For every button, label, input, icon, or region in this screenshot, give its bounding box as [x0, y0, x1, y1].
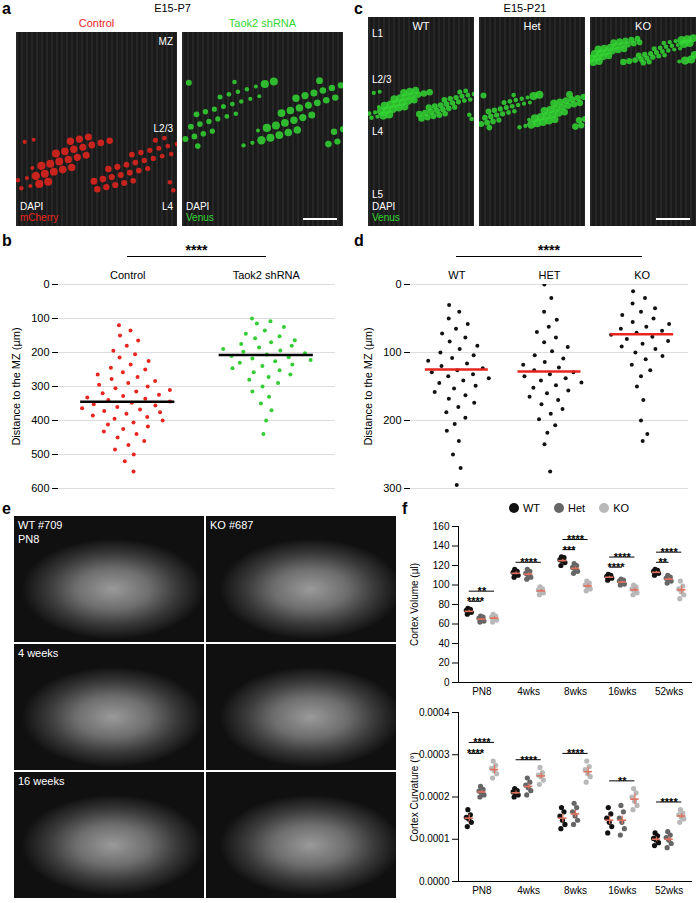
svg-text:****: **** [661, 546, 679, 558]
svg-text:4wks: 4wks [517, 885, 540, 896]
html-text:L2/3: L2/3 [153, 123, 173, 134]
svg-text:****: **** [567, 747, 585, 759]
svg-text:PN8: PN8 [472, 885, 492, 896]
html-text:4 weeks: 4 weeks [18, 647, 59, 659]
svg-text:200: 200 [31, 346, 49, 358]
svg-text:8wks: 8wks [564, 686, 587, 697]
svg-text:Control: Control [110, 269, 145, 281]
svg-text:HET: HET [539, 269, 561, 281]
svg-text:16wks: 16wks [608, 686, 636, 697]
svg-text:0.0002: 0.0002 [419, 791, 450, 802]
html-text:KO: KO [635, 20, 651, 32]
svg-text:0.0004: 0.0004 [419, 707, 450, 718]
html-text:PN8: PN8 [18, 533, 40, 545]
html-text:DAPI: DAPI [20, 201, 44, 212]
html-text:L1: L1 [372, 27, 384, 39]
svg-text:WT: WT [448, 269, 465, 281]
svg-text:100: 100 [433, 579, 450, 590]
svg-text:500: 500 [31, 448, 49, 460]
svg-text:****: **** [473, 736, 491, 748]
svg-text:0.0003: 0.0003 [419, 749, 450, 760]
svg-text:52wks: 52wks [655, 885, 683, 896]
html-text:WT: WT [522, 502, 540, 514]
svg-text:0.0000: 0.0000 [419, 876, 450, 887]
html-text:Venus: Venus [372, 212, 400, 223]
svg-text:40: 40 [438, 638, 450, 649]
html-text:L4: L4 [161, 200, 173, 212]
svg-text:200: 200 [383, 414, 401, 426]
svg-text:20: 20 [438, 657, 450, 668]
svg-text:300: 300 [383, 482, 401, 494]
html-text:b: b [2, 232, 12, 249]
html-text:f: f [402, 500, 408, 517]
svg-text:Cortex Volume (µl): Cortex Volume (µl) [409, 563, 420, 646]
svg-text:Taok2 shRNA: Taok2 shRNA [233, 269, 301, 281]
svg-text:****: **** [520, 556, 538, 568]
svg-text:0: 0 [444, 677, 450, 688]
svg-text:100: 100 [383, 346, 401, 358]
html-text:Het: Het [523, 20, 541, 32]
html-text:16 weeks: 16 weeks [18, 775, 65, 787]
html-text:E15-P7: E15-P7 [154, 2, 191, 14]
svg-text:120: 120 [433, 560, 450, 571]
html-text:a: a [2, 0, 11, 17]
svg-text:Cortex Curvature (°): Cortex Curvature (°) [409, 752, 420, 842]
svg-text:PN8: PN8 [472, 686, 492, 697]
svg-text:52wks: 52wks [655, 686, 683, 697]
svg-text:**: ** [618, 775, 627, 787]
svg-text:300: 300 [31, 380, 49, 392]
svg-text:60: 60 [438, 618, 450, 629]
html-text:e: e [2, 500, 11, 517]
svg-text:Distance to the MZ (µm): Distance to the MZ (µm) [10, 327, 22, 445]
html-text:DAPI: DAPI [186, 201, 210, 212]
html-text:Venus: Venus [186, 212, 214, 223]
html-text:WT: WT [412, 20, 430, 32]
html-text:KO: KO [613, 502, 630, 514]
svg-text:0.0001: 0.0001 [419, 833, 450, 844]
svg-text:****: **** [567, 533, 585, 545]
svg-text:600: 600 [31, 482, 49, 494]
svg-text:KO: KO [634, 269, 650, 281]
svg-text:80: 80 [438, 599, 450, 610]
svg-text:4wks: 4wks [517, 686, 540, 697]
html-text:d: d [354, 232, 364, 249]
svg-text:100: 100 [31, 312, 49, 324]
svg-text:0: 0 [43, 278, 49, 290]
svg-text:****: **** [467, 747, 485, 759]
svg-text:****: **** [661, 796, 679, 808]
html-text:Taok2 shRNA: Taok2 shRNA [228, 17, 297, 29]
html-text:E15-P21: E15-P21 [503, 2, 547, 14]
html-text:L5: L5 [372, 188, 384, 200]
svg-text:****: **** [614, 551, 632, 563]
html-text:Het: Het [568, 502, 586, 514]
html-text:mCherry: mCherry [20, 212, 59, 223]
html-text:c: c [354, 0, 363, 17]
svg-text:0: 0 [395, 278, 401, 290]
html-text:DAPI: DAPI [372, 201, 396, 212]
html-text:L4: L4 [372, 125, 384, 137]
html-text:Control: Control [78, 17, 115, 29]
svg-text:Distance to the MZ (µm): Distance to the MZ (µm) [362, 327, 374, 445]
svg-text:160: 160 [433, 521, 450, 532]
svg-text:140: 140 [433, 540, 450, 551]
svg-text:**: ** [478, 585, 487, 597]
html-text:KO #687: KO #687 [210, 519, 254, 531]
html-text:L2/3: L2/3 [372, 73, 392, 85]
svg-text:****: **** [520, 754, 538, 766]
svg-text:8wks: 8wks [564, 885, 587, 896]
svg-text:16wks: 16wks [608, 885, 636, 896]
html-text:WT #709: WT #709 [18, 519, 63, 531]
svg-text:400: 400 [31, 414, 49, 426]
html-text:MZ: MZ [158, 35, 173, 47]
